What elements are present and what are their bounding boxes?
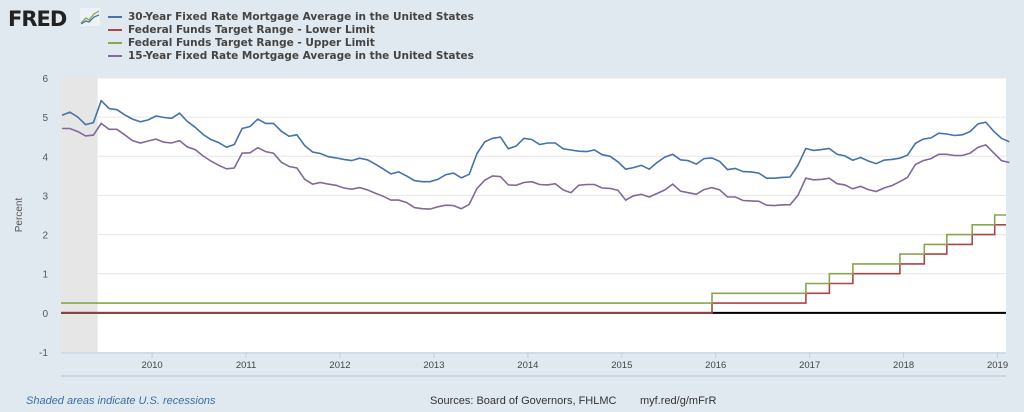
series-line-s30 — [61, 99, 1010, 183]
y-axis-label: Percent — [14, 198, 25, 233]
fred-chart-icon — [80, 8, 100, 26]
sources-text: Sources: Board of Governors, FHLMC — [430, 395, 617, 407]
legend-swatch — [108, 15, 122, 18]
legend-label: Federal Funds Target Range - Upper Limit — [128, 36, 375, 49]
y-tick-label: -1 — [39, 348, 48, 359]
x-tick-label: 2013 — [423, 360, 444, 371]
legend-item[interactable]: Federal Funds Target Range - Upper Limit — [108, 36, 474, 49]
x-tick-label: 2019 — [987, 360, 1008, 371]
plot-area — [61, 78, 1006, 352]
x-tick-label: 2018 — [893, 360, 914, 371]
y-tick-label: 3 — [42, 191, 48, 202]
x-tick-label: 2016 — [705, 360, 726, 371]
series-line-lower — [61, 224, 1006, 314]
x-tick-label: 2010 — [142, 360, 163, 371]
x-tick-label: 2015 — [611, 360, 632, 371]
y-tick-label: 0 — [42, 309, 48, 320]
x-tick-label: 2012 — [329, 360, 350, 371]
series-line-upper — [61, 214, 1006, 304]
y-tick-label: 1 — [42, 270, 48, 281]
x-tick-label: 2014 — [517, 360, 538, 371]
legend-label: 30-Year Fixed Rate Mortgage Average in t… — [128, 10, 474, 23]
series-line-s15 — [62, 122, 1010, 210]
short-url-link[interactable]: myf.red/g/mFrR — [640, 395, 717, 407]
legend-swatch — [108, 41, 122, 44]
chart-legend: 30-Year Fixed Rate Mortgage Average in t… — [108, 10, 474, 62]
recession-note: Shaded areas indicate U.S. recessions — [26, 395, 216, 407]
legend-label: 15-Year Fixed Rate Mortgage Average in t… — [128, 49, 474, 62]
x-tick-label: 2011 — [236, 360, 256, 371]
y-tick-label: 2 — [42, 231, 48, 242]
legend-item[interactable]: Federal Funds Target Range - Lower Limit — [108, 23, 474, 36]
legend-item[interactable]: 30-Year Fixed Rate Mortgage Average in t… — [108, 10, 474, 23]
legend-item[interactable]: 15-Year Fixed Rate Mortgage Average in t… — [108, 49, 474, 62]
y-tick-label: 5 — [42, 113, 48, 124]
x-tick-label: 2017 — [799, 360, 820, 371]
legend-swatch — [108, 54, 122, 57]
legend-swatch — [108, 28, 122, 31]
y-tick-label: 4 — [42, 152, 48, 163]
legend-label: Federal Funds Target Range - Lower Limit — [128, 23, 375, 36]
y-tick-label: 6 — [42, 74, 48, 85]
fred-logo[interactable]: FRED — [8, 7, 67, 31]
